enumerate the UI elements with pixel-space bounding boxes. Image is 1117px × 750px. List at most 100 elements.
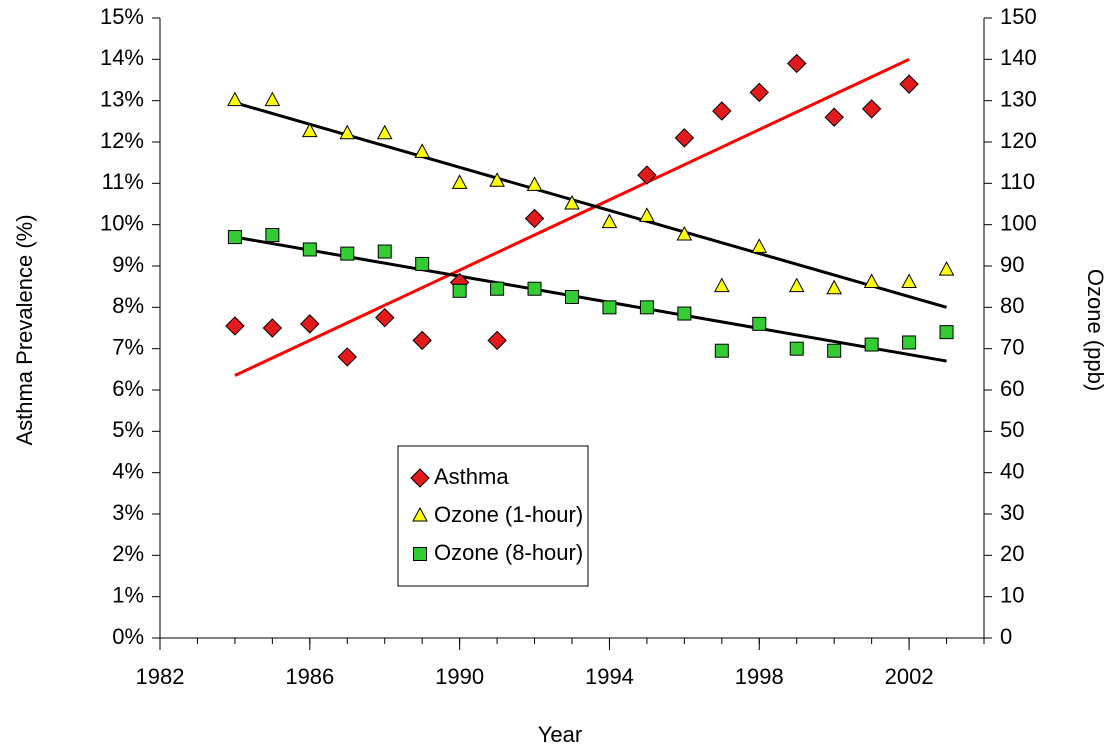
marker [565,290,579,304]
marker [749,82,769,103]
x-tick-label: 1982 [136,664,185,689]
y2-tick-label: 30 [1000,500,1024,525]
marker [676,225,693,241]
legend-marker [412,506,428,522]
y2-tick-label: 0 [1000,624,1012,649]
marker [713,277,730,293]
marker [602,300,617,315]
marker [262,318,283,338]
marker [377,244,392,259]
y-tick-label: 11% [102,169,144,194]
marker [824,107,844,127]
y2-axis-label: Ozone (ppb) [1083,269,1108,391]
trend-line [234,101,947,309]
y2-tick-label: 20 [1000,541,1024,566]
legend-label: Asthma [434,464,509,489]
x-tick-label: 1990 [435,664,484,689]
marker [714,343,729,358]
y2-tick-label: 110 [1000,169,1035,194]
marker [526,176,543,191]
x-tick-label: 1994 [585,664,634,689]
marker [524,208,545,229]
y-tick-label: 2% [112,541,144,566]
marker [452,283,467,298]
marker [639,207,655,222]
marker [490,281,505,296]
y2-tick-label: 100 [1000,210,1037,235]
marker [376,124,393,140]
marker [752,316,767,331]
y-tick-label: 3% [112,500,144,525]
marker [227,91,243,107]
y2-tick-label: 50 [1000,417,1024,442]
x-tick-label: 2002 [885,664,934,689]
y-tick-label: 1% [112,582,144,607]
y-tick-label: 4% [112,458,144,483]
marker [826,279,843,295]
marker [412,330,432,351]
x-tick-label: 1986 [285,664,334,689]
y-tick-label: 5% [112,417,144,442]
marker [751,238,768,253]
legend-marker [410,468,430,488]
marker [788,277,805,293]
marker [339,124,356,140]
y2-tick-label: 90 [1000,252,1024,277]
marker [265,228,280,242]
y-axis-label: Asthma Prevalence (%) [12,214,37,445]
marker [674,128,695,148]
marker [227,230,242,245]
y-tick-label: 6% [112,376,144,401]
marker [787,53,807,74]
y-tick-label: 14% [100,45,144,70]
y-tick-label: 15% [100,4,144,29]
marker [451,174,468,189]
marker [415,256,430,271]
marker [264,91,281,107]
y2-tick-label: 130 [1000,86,1037,111]
y2-tick-label: 140 [1000,45,1037,70]
marker [302,242,317,257]
x-axis-label: Year [538,722,582,747]
marker [712,101,732,121]
marker [337,347,357,367]
marker [639,300,654,315]
y2-tick-label: 40 [1000,458,1024,483]
y-tick-label: 13% [100,86,144,111]
marker [489,172,505,187]
marker [939,325,954,340]
marker [899,74,919,94]
y-tick-label: 0% [112,624,144,649]
marker [938,261,955,276]
legend-marker [413,547,427,561]
marker [487,330,507,351]
trend-line [234,57,910,377]
y2-tick-label: 120 [1000,128,1037,153]
y-tick-label: 8% [112,293,144,318]
y-tick-label: 12% [100,128,144,153]
marker [340,246,355,261]
y2-tick-label: 150 [1000,4,1037,29]
marker [789,341,804,356]
marker [827,343,842,358]
marker [677,306,692,321]
legend-label: Ozone (1-hour) [434,502,583,527]
marker [863,273,880,289]
y-tick-label: 10% [100,210,144,235]
y2-tick-label: 70 [1000,334,1024,359]
x-tick-label: 1998 [735,664,784,689]
y-tick-label: 7% [112,334,144,359]
y2-tick-label: 10 [1000,582,1024,607]
y-tick-label: 9% [112,252,144,277]
marker [527,281,542,296]
marker [637,165,657,185]
marker [601,213,618,229]
legend-box [397,445,589,587]
marker [902,335,917,350]
marker [414,143,431,158]
marker [861,99,882,119]
legend-label: Ozone (8-hour) [434,540,583,565]
marker [901,273,917,289]
marker [225,316,245,336]
